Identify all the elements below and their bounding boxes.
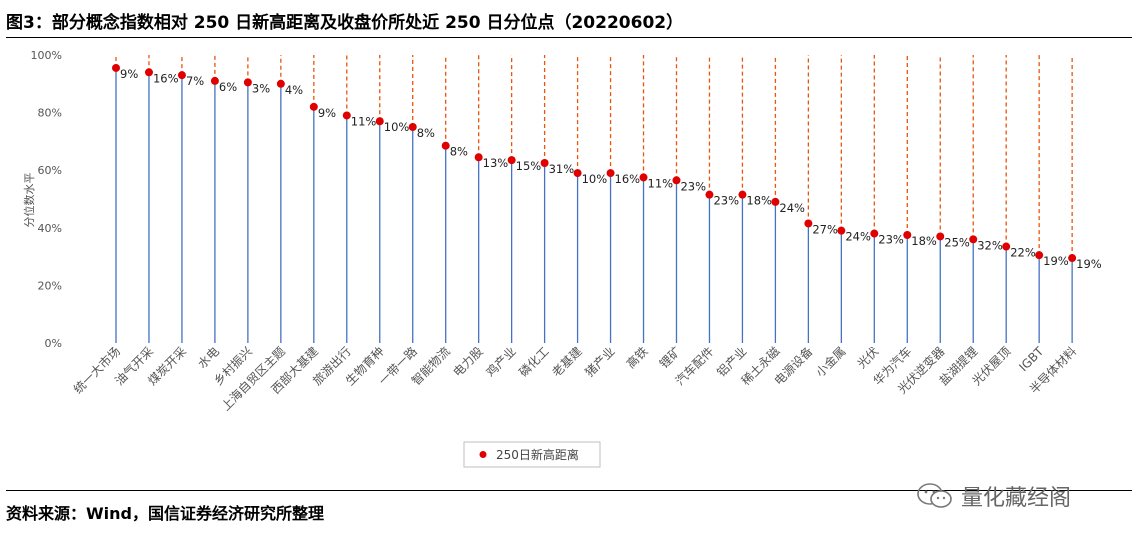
data-point: [144, 68, 153, 77]
legend-label: 250日新高距离: [496, 447, 579, 462]
data-label: 11%: [351, 114, 377, 128]
category-label: 统一大市场: [70, 344, 123, 397]
y-tick-label: 0%: [45, 337, 62, 350]
data-point: [441, 141, 450, 150]
data-label: 8%: [450, 145, 468, 159]
data-point: [606, 169, 615, 178]
data-point: [804, 219, 813, 228]
y-tick-label: 60%: [38, 164, 62, 177]
y-tick-label: 80%: [38, 107, 62, 120]
data-point: [243, 78, 252, 87]
data-point: [837, 226, 846, 235]
data-label: 23%: [680, 179, 706, 193]
data-point: [969, 235, 978, 244]
title-rule: [6, 37, 1132, 38]
data-label: 24%: [779, 201, 805, 215]
data-label: 18%: [911, 234, 937, 248]
data-point: [276, 79, 285, 88]
category-label: 小金属: [812, 344, 848, 380]
data-label: 11%: [648, 176, 674, 190]
data-point: [1002, 242, 1011, 251]
data-label: 10%: [384, 120, 410, 134]
data-label: 32%: [977, 238, 1003, 252]
data-point: [177, 71, 186, 80]
watermark-text: 量化藏经阁: [961, 486, 1072, 511]
data-point: [540, 159, 549, 167]
data-label: 15%: [516, 159, 542, 173]
data-label: 9%: [318, 106, 336, 120]
data-label: 16%: [615, 172, 641, 186]
data-label: 24%: [845, 230, 871, 244]
data-label: 13%: [483, 156, 509, 170]
data-label: 16%: [153, 71, 179, 85]
markers-layer: [112, 63, 1077, 263]
data-label: 23%: [878, 233, 904, 247]
data-label: 22%: [1010, 246, 1036, 260]
category-label: IGBT: [1016, 344, 1046, 374]
category-label: 猪产业: [582, 344, 617, 379]
y-tick-label: 100%: [31, 49, 62, 62]
data-label: 4%: [285, 83, 303, 97]
data-point: [738, 190, 747, 199]
category-label: 老基建: [549, 344, 584, 379]
legend-marker: [479, 451, 487, 458]
data-label: 8%: [417, 126, 435, 140]
legend: 250日新高距离: [463, 441, 601, 468]
legend-box: [463, 441, 601, 468]
data-label: 19%: [1076, 257, 1102, 271]
data-point: [408, 123, 417, 131]
bottom-rule: [6, 490, 1132, 491]
wechat-icon: [917, 483, 952, 508]
data-point: [903, 231, 912, 239]
data-point: [210, 76, 219, 85]
data-label: 25%: [944, 235, 970, 249]
data-point: [639, 173, 648, 182]
data-point: [375, 117, 384, 126]
data-point: [573, 169, 582, 178]
data-label: 23%: [713, 194, 739, 208]
category-label: 磷化工: [516, 344, 552, 380]
data-label: 7%: [186, 74, 204, 88]
data-label: 27%: [812, 222, 838, 236]
category-label: 水电: [195, 344, 222, 371]
y-tick-label: 40%: [38, 222, 62, 235]
data-label: 31%: [549, 162, 575, 176]
data-point: [771, 197, 780, 206]
figure-title: 图3：部分概念指数相对 250 日新高距离及收盘价所处近 250 日分位点（20…: [6, 13, 684, 33]
y-axis: 0% 20% 40% 60% 80% 100%: [31, 49, 62, 350]
source-note: 资料来源：Wind，国信证券经济研究所整理: [6, 504, 324, 523]
data-point: [1068, 254, 1077, 263]
stems-layer: [115, 55, 1073, 343]
data-point: [936, 232, 945, 241]
data-label: 10%: [582, 172, 608, 186]
data-labels-layer: 9% 16% 7% 6% 3% 4% 9% 11% 10% 8% 8% 13% 15% 31% 10% 16%…: [120, 67, 1102, 271]
category-label: 鸡产业: [483, 344, 519, 380]
data-label: 19%: [1043, 254, 1069, 268]
data-point: [870, 229, 879, 238]
category-label: 锂矿: [656, 344, 684, 372]
category-label: 光伏: [855, 344, 882, 371]
data-label: 6%: [219, 80, 237, 94]
data-point: [342, 111, 351, 120]
category-label: 高铁: [623, 344, 651, 372]
data-label: 18%: [746, 194, 772, 208]
category-label: 电力股: [450, 344, 485, 379]
data-label: 9%: [120, 67, 138, 81]
data-point: [309, 102, 318, 111]
data-point: [1035, 251, 1044, 260]
chart-area: 0%20%40%60%80%100% 分位数水平 9% 16% 7% 6% 3% 4%9%…: [22, 49, 1102, 468]
data-point: [112, 63, 120, 72]
y-axis-label: 分位数水平: [22, 173, 36, 228]
y-tick-label: 20%: [38, 279, 62, 292]
data-point: [507, 156, 516, 165]
data-point: [705, 190, 714, 199]
watermark: 量化藏经阁: [915, 480, 1071, 512]
data-point: [474, 153, 483, 162]
data-point: [672, 176, 681, 185]
data-label: 3%: [252, 81, 270, 95]
